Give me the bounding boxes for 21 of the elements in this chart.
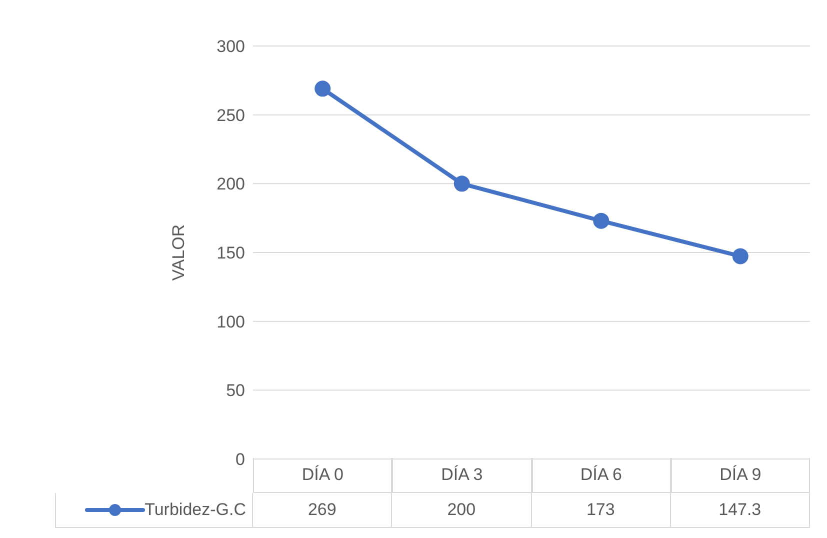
point — [314, 80, 331, 97]
y-tick-label: 250 — [216, 106, 245, 125]
y-tick-label: 50 — [226, 381, 245, 400]
x-tick-label: DÍA 3 — [392, 458, 532, 493]
data-label: 200 — [392, 493, 532, 528]
point — [454, 176, 470, 192]
data-label: 173 — [532, 493, 671, 528]
data-label: 269 — [253, 493, 392, 528]
y-tick-label: 100 — [216, 312, 245, 332]
y-tick-label: 150 — [216, 244, 245, 263]
data-label: 147.3 — [670, 493, 810, 528]
y-tick-label: 0 — [236, 450, 245, 470]
point — [732, 248, 748, 264]
x-tick-label: DÍA 0 — [253, 458, 392, 493]
legend-label: Turbidez-G.C — [144, 500, 246, 520]
x-tick-label: DÍA 6 — [532, 458, 671, 493]
y-axis-title: VALOR — [169, 224, 188, 281]
y-tick-label: 200 — [216, 174, 245, 194]
y-tick-label: 300 — [216, 37, 245, 56]
point — [593, 212, 610, 229]
x-tick-label: DÍA 9 — [670, 458, 810, 493]
